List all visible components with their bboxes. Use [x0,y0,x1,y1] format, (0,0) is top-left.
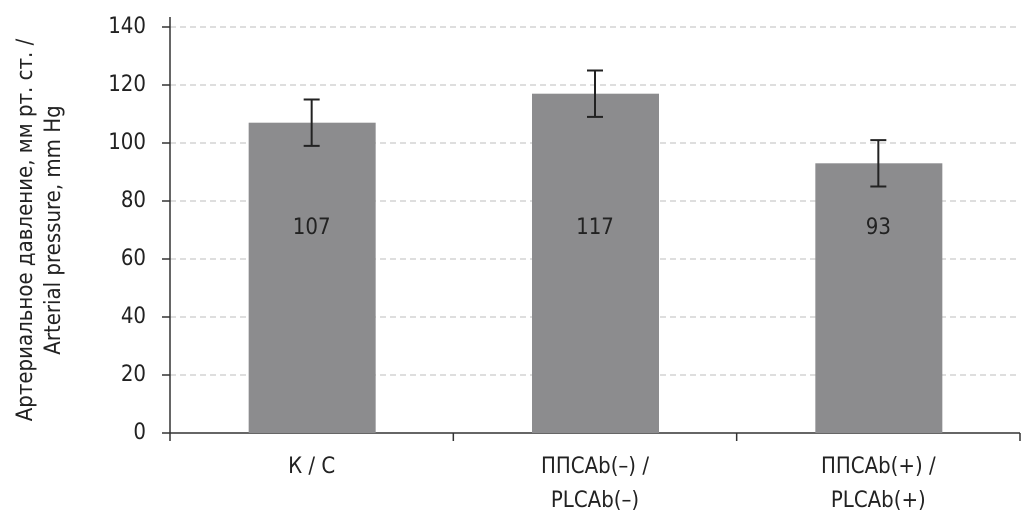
bar [532,93,659,433]
x-tick-label: ППСAb(+) / PLCAb(+) [821,454,936,513]
x-tick-label-line: PLCAb(+) [831,488,926,513]
x-tick-label: К / С [288,454,335,479]
x-tick-label: ППСAb(–) / PLCAb(–) [541,454,649,513]
error-bar [303,98,320,147]
bar [815,163,943,434]
x-tick-label-line: PLCAb(–) [551,488,639,513]
value-label: 117 [576,215,614,240]
y-tick-label: 20 [121,362,146,387]
y-tick-label: 40 [121,304,146,329]
y-tick-label: 120 [108,72,146,97]
x-tick-label-line: ППСAb(+) / [821,454,936,479]
y-tick-label: 0 [133,420,146,445]
value-label: 93 [866,215,891,240]
y-tick-label: 80 [121,188,146,213]
y-axis-label-line: Arterial pressure, mm Hg [41,105,66,354]
error-bar [870,139,887,188]
value-label: 107 [293,215,331,240]
y-axis-label-line: Артериальное давление, мм рт. ст. / [13,38,38,421]
y-tick-label: 100 [108,130,146,155]
x-tick-label-line: К / С [288,454,335,479]
y-tick-label: 60 [121,246,146,271]
y-tick-label: 140 [108,14,146,39]
y-axis-label: Артериальное давление, мм рт. ст. / Arter… [13,38,66,421]
bar [248,122,376,433]
error-bar [587,69,603,118]
x-tick-label-line: ППСAb(–) / [541,454,649,479]
